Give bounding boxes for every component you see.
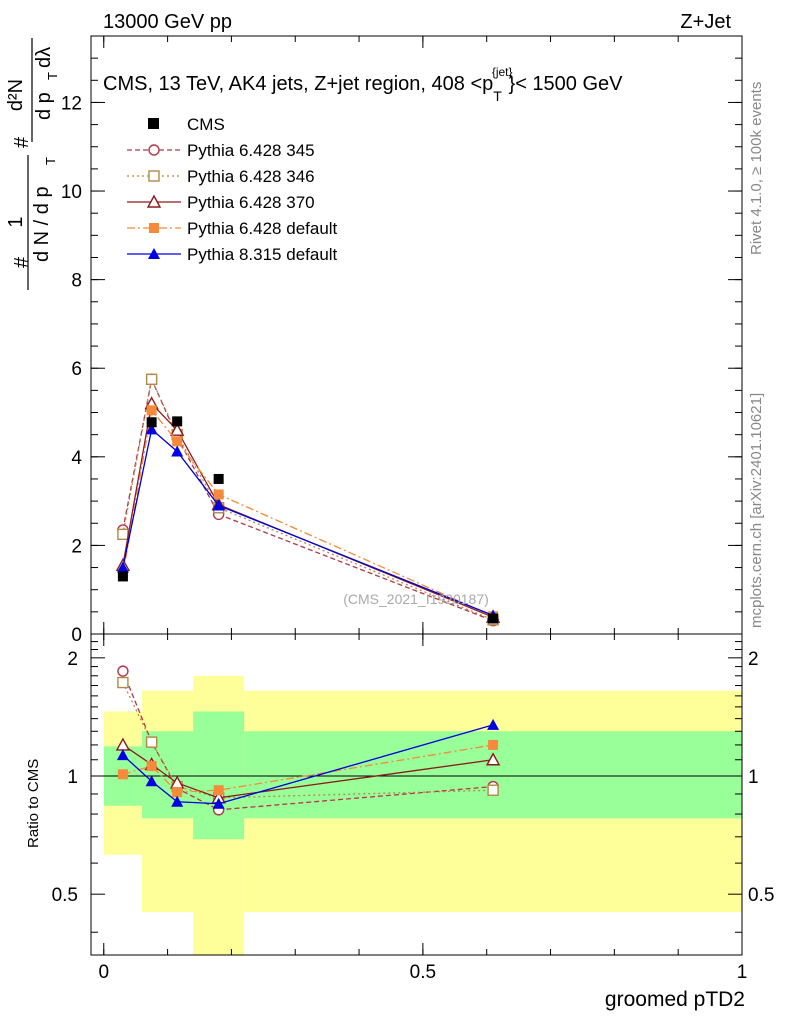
svg-text:d N / d p: d N / d p	[31, 186, 53, 262]
series-point-ratio	[145, 736, 158, 748]
data-point-cms	[172, 416, 183, 427]
legend-marker	[146, 194, 162, 208]
ratio-tick-label: 0.5	[52, 885, 78, 906]
y-tick-label: 0	[71, 625, 82, 646]
y-tick-label: 10	[61, 182, 82, 203]
y-tick-label: 4	[71, 448, 82, 469]
legend-label: Pythia 6.428 default	[187, 219, 338, 238]
series-line-ratio	[122, 682, 494, 799]
series-point-ratio	[145, 775, 158, 787]
svg-text:1: 1	[5, 216, 27, 227]
y-axis-label-ratio: Ratio to CMS	[25, 759, 42, 848]
series-point-ratio	[117, 769, 128, 780]
y-tick-label: 2	[71, 536, 82, 557]
series-point-main	[171, 445, 184, 457]
rivet-label: Rivet 4.1.0, ≥ 100k events	[748, 82, 765, 255]
series-point-main	[172, 436, 183, 447]
ratio-series	[115, 665, 501, 816]
header-right: Z+Jet	[680, 11, 731, 33]
data-point-cms	[146, 417, 157, 428]
series-point-main	[212, 499, 225, 511]
legend-label: Pythia 6.428 346	[187, 167, 315, 186]
series-line-main	[122, 428, 494, 616]
series-point-main	[145, 373, 158, 385]
ratio-uncertainty-bands	[103, 675, 742, 955]
chart-title: CMS, 13 TeV, AK4 jets, Z+jet region, 408…	[103, 65, 623, 104]
series-point-ratio	[171, 795, 184, 807]
series-point-ratio	[212, 797, 225, 809]
svg-text:T: T	[43, 157, 58, 165]
series-line-main	[122, 377, 494, 621]
header-left: 13000 GeV pp	[103, 11, 232, 33]
svg-text:dλ: dλ	[33, 47, 55, 68]
x-tick-label: 1	[737, 962, 748, 983]
series-point-ratio	[485, 752, 501, 766]
svg-text:d p: d p	[33, 92, 55, 120]
series-line-main	[122, 408, 494, 617]
ratio-tick-label-right: 2	[748, 649, 759, 670]
legend-label-cms: CMS	[187, 115, 225, 134]
svg-text:d²N: d²N	[5, 79, 27, 111]
series-line-main	[122, 377, 494, 622]
series-point-main	[146, 405, 157, 416]
data-point-cms	[488, 613, 499, 624]
series-point-main	[116, 561, 129, 573]
inner-band-bin	[193, 711, 245, 840]
series-point-main	[169, 422, 185, 436]
legend-label: Pythia 6.428 370	[187, 193, 315, 212]
analysis-watermark: (CMS_2021_I1920187)	[343, 591, 489, 607]
series-point-main	[145, 423, 158, 435]
legend-marker	[148, 170, 160, 182]
y-tick-label: 12	[61, 93, 82, 114]
series-point-ratio	[213, 785, 224, 796]
y-tick-label: 6	[71, 359, 82, 380]
legend-marker	[149, 223, 159, 233]
ratio-tick-label: 1	[67, 767, 78, 788]
series-point-ratio	[487, 718, 500, 730]
ratio-tick-label-right: 1	[748, 767, 759, 788]
series-point-main	[213, 489, 224, 500]
series-point-ratio	[487, 784, 499, 796]
ratio-tick-label-right: 0.5	[748, 885, 774, 906]
legend-label: Pythia 6.428 345	[187, 141, 315, 160]
x-tick-label: 0.5	[410, 962, 436, 983]
legend-marker	[148, 144, 160, 156]
y-tick-label: 8	[71, 271, 82, 292]
series-point-ratio	[117, 676, 129, 689]
ratio-plot-frame	[90, 633, 743, 956]
data-point-cms	[117, 571, 128, 582]
x-tick-label: 0	[98, 962, 109, 983]
legend-marker-cms	[148, 118, 159, 129]
series-point-ratio	[146, 761, 157, 772]
data-point-cms	[213, 473, 224, 484]
legend-label: Pythia 8.315 default	[187, 245, 338, 264]
mcplots-label: mcplots.cern.ch [arXiv:2401.10621]	[748, 393, 765, 628]
series-point-ratio	[116, 749, 129, 761]
series-point-ratio	[117, 665, 129, 677]
x-axis-label: groomed pTD2	[605, 988, 745, 1011]
legend: CMS Pythia 6.428 345 Pythia 6.428 346 Pythi…	[127, 115, 338, 264]
y-axis-label-main: # 1 d N / d p T # d²N d p T dλ	[5, 38, 60, 290]
legend-marker	[148, 248, 160, 259]
series-point-main	[117, 528, 129, 541]
main-series	[115, 373, 501, 627]
svg-text:T: T	[45, 72, 60, 80]
svg-text:#: #	[11, 136, 33, 148]
svg-text:#: #	[11, 256, 33, 268]
ratio-tick-label: 2	[67, 649, 78, 670]
series-point-ratio	[488, 739, 499, 750]
series-point-ratio	[172, 787, 183, 798]
